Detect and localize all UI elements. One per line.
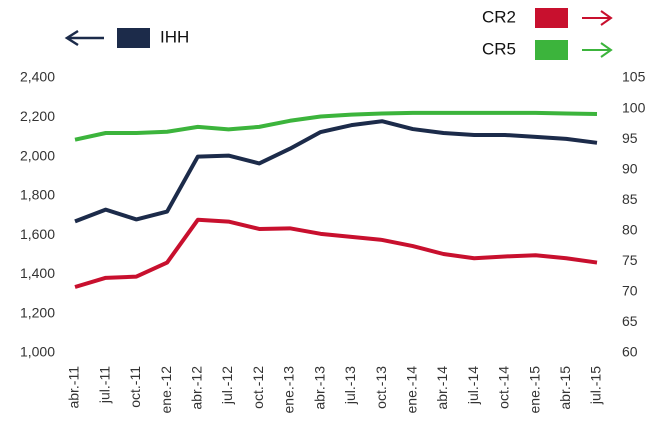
- y-tick-label: 1,200: [20, 304, 55, 320]
- x-tick-label: oct.-12: [250, 366, 266, 409]
- x-tick-label: ene.-13: [281, 366, 297, 414]
- x-tick-label: oct.-11: [127, 366, 143, 408]
- legend-swatch: [535, 40, 568, 60]
- y-tick-label: 2,000: [20, 147, 55, 163]
- legend: [64, 10, 613, 58]
- y-tick-label: 1,800: [20, 187, 55, 203]
- legend-arrow: [64, 29, 79, 47]
- y2-tick-label: 60: [622, 344, 638, 360]
- y-tick-label: 2,200: [20, 108, 55, 124]
- legend-swatch: [535, 8, 568, 28]
- y-tick-label: 2,400: [20, 69, 55, 85]
- y2-tick-label: 100: [622, 99, 646, 115]
- x-tick-label: jul.-11: [96, 366, 112, 404]
- x-tick-label: abr.-15: [557, 366, 573, 410]
- x-tick-label: jul.-13: [342, 366, 358, 405]
- legend-label: IHH: [160, 27, 189, 46]
- x-tick-label: oct.-14: [496, 366, 512, 409]
- x-tick-label: ene.-14: [403, 366, 419, 414]
- y-tick-label: 1,400: [20, 265, 55, 281]
- legend-swatch: [117, 28, 150, 48]
- y2-tick-label: 65: [622, 313, 638, 329]
- legend-label: CR2: [482, 7, 516, 26]
- x-tick-label: jul.-12: [219, 366, 235, 405]
- y2-tick-label: 70: [622, 283, 638, 299]
- x-tick-label: jul.-14: [465, 366, 481, 405]
- x-tick-label: abr.-12: [189, 366, 205, 410]
- y-tick-label: 1,000: [20, 344, 55, 360]
- y2-tick-label: 90: [622, 160, 638, 176]
- x-tick-label: ene.-15: [526, 366, 542, 414]
- y-tick-label: 1,600: [20, 226, 55, 242]
- y2-tick-label: 105: [622, 69, 646, 85]
- x-tick-label: abr.-14: [434, 366, 450, 410]
- x-tick-label: ene.-12: [158, 366, 174, 414]
- y2-tick-label: 85: [622, 191, 638, 207]
- x-tick-label: oct.-13: [373, 366, 389, 409]
- legend-arrow: [600, 42, 613, 58]
- y2-tick-label: 75: [622, 252, 638, 268]
- x-tick-label: abr.-13: [311, 366, 327, 410]
- y2-tick-label: 80: [622, 221, 638, 237]
- legend-arrow: [600, 10, 613, 26]
- y2-tick-label: 95: [622, 130, 638, 146]
- legend-label: CR5: [482, 39, 516, 58]
- series-line: [74, 119, 598, 224]
- x-tick-label: jul.-15: [588, 366, 604, 405]
- series-line: [74, 217, 598, 289]
- x-tick-label: abr.-11: [66, 366, 82, 409]
- series-line: [74, 110, 598, 142]
